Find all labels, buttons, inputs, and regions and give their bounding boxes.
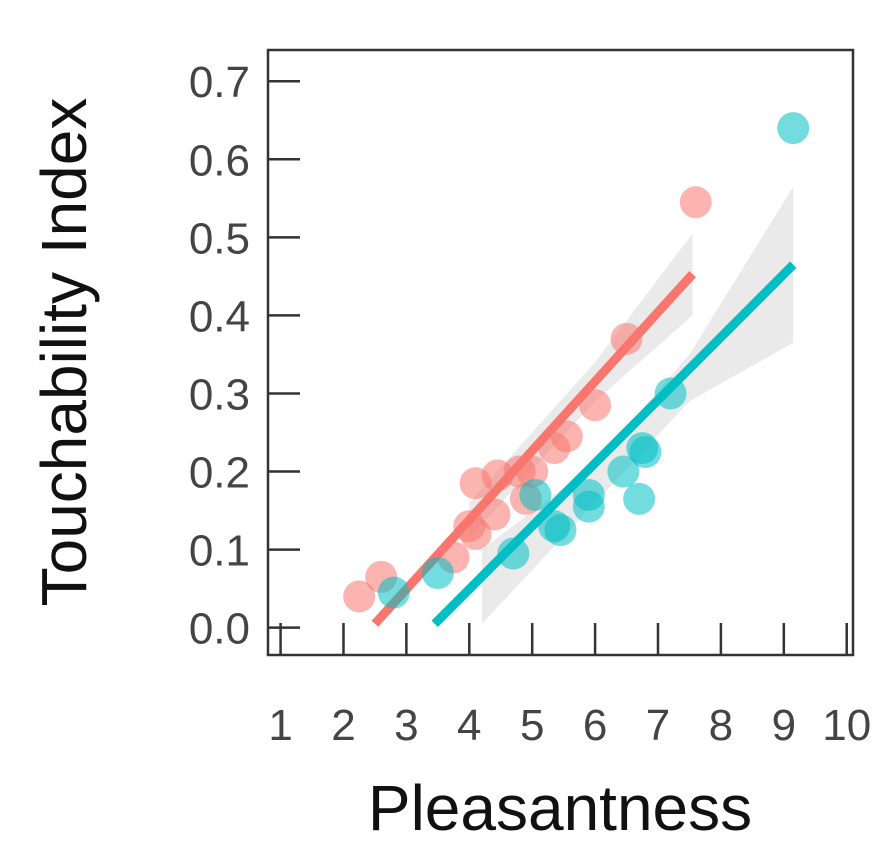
data-point bbox=[544, 514, 577, 547]
data-point bbox=[516, 455, 549, 488]
data-point bbox=[478, 498, 511, 531]
x-tick-label: 9 bbox=[772, 701, 796, 750]
data-point bbox=[519, 478, 552, 511]
x-tick-label: 5 bbox=[520, 701, 544, 750]
y-tick-label: 0.2 bbox=[189, 449, 250, 498]
data-points bbox=[343, 112, 810, 613]
x-tick-label: 2 bbox=[331, 701, 355, 750]
data-point bbox=[343, 580, 376, 613]
y-tick-label: 0.7 bbox=[189, 58, 250, 107]
data-point bbox=[623, 482, 656, 515]
data-point bbox=[497, 537, 530, 570]
y-axis-ticks: 0.0 0.1 0.2 0.3 0.4 0.5 0.6 0.7 bbox=[189, 58, 300, 654]
y-tick-label: 0.4 bbox=[189, 292, 250, 341]
x-tick-label: 8 bbox=[709, 701, 733, 750]
y-tick-label: 0.6 bbox=[189, 136, 250, 185]
x-tick-label: 6 bbox=[583, 701, 607, 750]
data-point bbox=[610, 322, 643, 355]
x-tick-label: 4 bbox=[457, 701, 481, 750]
y-tick-label: 0.5 bbox=[189, 214, 250, 263]
x-tick-label: 10 bbox=[822, 701, 871, 750]
y-tick-label: 0.3 bbox=[189, 370, 250, 419]
x-tick-label: 1 bbox=[268, 701, 292, 750]
data-point bbox=[777, 112, 810, 145]
y-tick-label: 0.0 bbox=[189, 605, 250, 654]
plot-frame bbox=[266, 48, 855, 657]
fit-line-1 bbox=[431, 261, 797, 627]
data-point bbox=[572, 490, 605, 523]
y-axis-title: Touchability Index bbox=[28, 98, 100, 607]
x-axis-ticks: 1 2 3 4 5 6 7 8 9 10 bbox=[268, 623, 871, 750]
x-tick-label: 7 bbox=[646, 701, 670, 750]
data-point bbox=[629, 436, 662, 469]
data-point bbox=[377, 576, 410, 609]
data-point bbox=[579, 389, 612, 422]
y-tick-label: 0.1 bbox=[189, 527, 250, 576]
data-point bbox=[550, 420, 583, 453]
x-axis-title: Pleasantness bbox=[368, 772, 752, 844]
data-point bbox=[607, 455, 640, 488]
x-tick-label: 3 bbox=[394, 701, 418, 750]
data-point bbox=[421, 557, 454, 590]
data-point bbox=[679, 186, 712, 219]
data-point bbox=[654, 377, 687, 410]
